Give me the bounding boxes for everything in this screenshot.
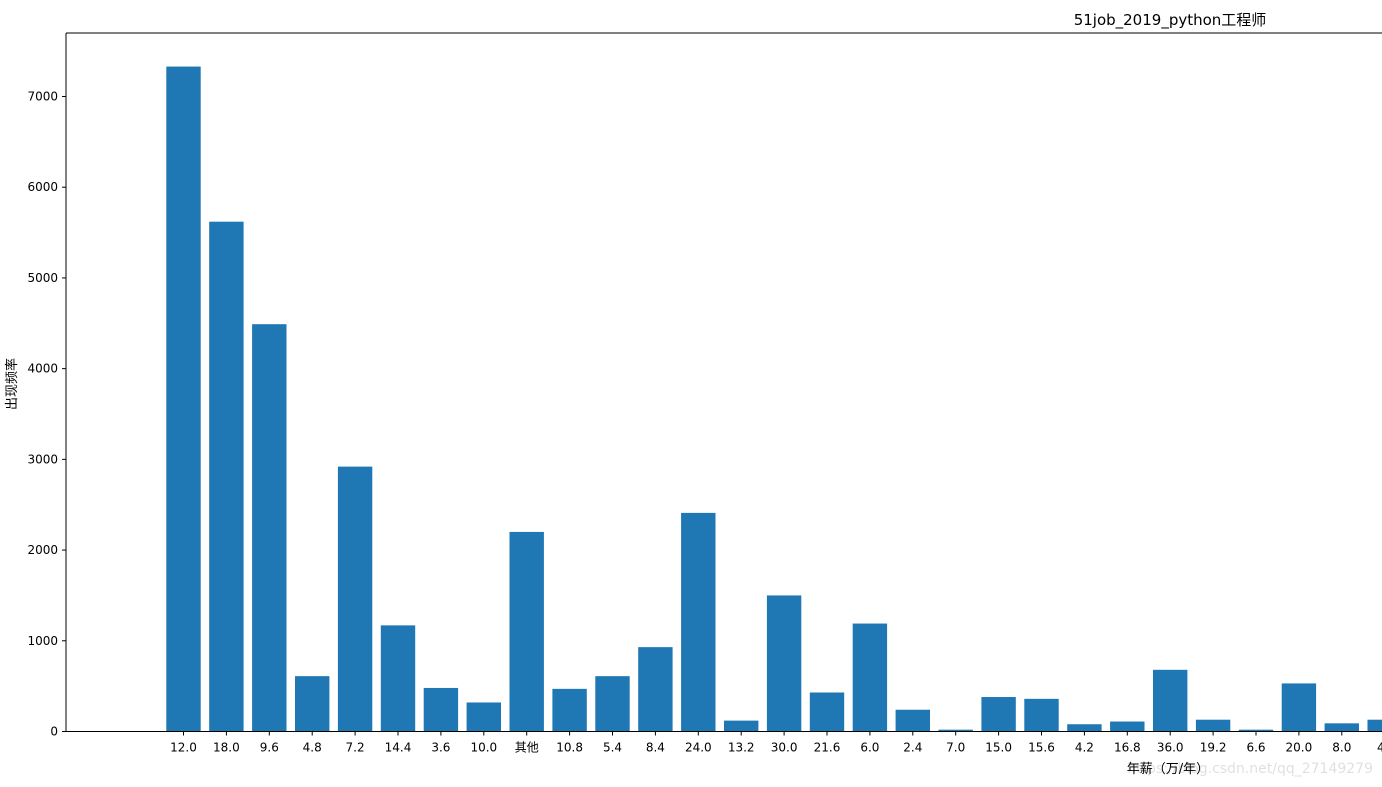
bar bbox=[1367, 719, 1382, 732]
x-tick-label: 4.2 bbox=[1075, 741, 1094, 755]
bar bbox=[423, 687, 459, 732]
x-tick-label: 10.8 bbox=[556, 741, 583, 755]
y-axis-label: 出现频率 bbox=[4, 358, 20, 410]
x-tick-label: 8.0 bbox=[1332, 741, 1351, 755]
x-axis-label: 年薪（万/年） bbox=[1127, 762, 1209, 777]
bar bbox=[1067, 724, 1102, 732]
bar bbox=[1153, 669, 1188, 732]
x-tick-label: 15.6 bbox=[1028, 741, 1055, 755]
y-axis-ticks: 0 1000 2000 3000 4000 5000 6000 7000 bbox=[27, 90, 66, 739]
bar bbox=[466, 702, 501, 732]
bar bbox=[724, 720, 759, 732]
bar bbox=[166, 66, 201, 732]
x-tick-label: 13.2 bbox=[728, 741, 755, 755]
bar bbox=[938, 729, 973, 732]
x-tick-label: 6.6 bbox=[1246, 741, 1265, 755]
x-tick-label: 8.4 bbox=[646, 741, 665, 755]
chart-title: 51job_2019_python工程师 bbox=[1074, 11, 1267, 30]
bar bbox=[852, 623, 888, 732]
x-tick-label: 21.6 bbox=[814, 741, 841, 755]
y-tick-label: 0 bbox=[50, 725, 58, 739]
x-tick-label: 2.4 bbox=[903, 741, 922, 755]
y-tick-label: 6000 bbox=[27, 180, 58, 194]
x-tick-label: 10.0 bbox=[470, 741, 497, 755]
bar bbox=[295, 676, 330, 732]
bar bbox=[209, 221, 244, 732]
x-tick-label: 其他 bbox=[515, 741, 539, 755]
bar bbox=[552, 688, 587, 732]
x-tick-label: 15.0 bbox=[985, 741, 1012, 755]
x-tick-label: 36.0 bbox=[1157, 741, 1184, 755]
x-tick-label: 16.8 bbox=[1114, 741, 1141, 755]
x-tick-label: 12.0 bbox=[170, 741, 197, 755]
y-tick-label: 1000 bbox=[27, 634, 58, 648]
bar bbox=[252, 324, 287, 732]
x-tick-label: 7.2 bbox=[346, 741, 365, 755]
bar bbox=[509, 531, 544, 732]
bar bbox=[1281, 683, 1317, 732]
x-tick-label: 6.0 bbox=[860, 741, 879, 755]
x-tick-label: 14.4 bbox=[385, 741, 412, 755]
y-tick-label: 3000 bbox=[27, 452, 58, 466]
bar bbox=[681, 512, 716, 732]
bar bbox=[895, 709, 930, 732]
bar bbox=[380, 625, 416, 732]
bar bbox=[766, 595, 802, 732]
bar bbox=[1324, 723, 1359, 732]
bar bbox=[1195, 719, 1231, 732]
bar bbox=[1110, 721, 1145, 732]
watermark: https://blog.csdn.net/qq_27149279 bbox=[1127, 761, 1373, 777]
x-tick-label: 9.6 bbox=[260, 741, 279, 755]
bar bbox=[1024, 698, 1059, 732]
y-tick-label: 2000 bbox=[27, 543, 58, 557]
y-tick-label: 7000 bbox=[27, 90, 58, 104]
x-tick-label: 24.0 bbox=[685, 741, 712, 755]
x-tick-label: 20.0 bbox=[1286, 741, 1313, 755]
x-tick-label: 4.8 bbox=[303, 741, 322, 755]
y-tick-label: 4000 bbox=[27, 362, 58, 376]
x-tick-label: 5.4 bbox=[603, 741, 622, 755]
bar bbox=[638, 647, 673, 732]
x-tick-label: 7.0 bbox=[946, 741, 965, 755]
x-tick-label: 40 bbox=[1377, 741, 1382, 755]
y-tick-label: 5000 bbox=[27, 271, 58, 285]
bar bbox=[981, 697, 1016, 732]
bar bbox=[809, 692, 845, 732]
x-axis-ticks: 12.0 18.0 9.6 4.8 7.2 14.4 3.6 10.0 其他 10.8 5.4 8.4… bbox=[170, 731, 1382, 755]
bar bbox=[1238, 729, 1274, 732]
bar bbox=[337, 466, 373, 732]
bar bbox=[595, 676, 630, 732]
x-tick-label: 18.0 bbox=[213, 741, 240, 755]
x-tick-label: 3.6 bbox=[431, 741, 450, 755]
x-tick-label: 30.0 bbox=[771, 741, 798, 755]
x-tick-label: 19.2 bbox=[1200, 741, 1227, 755]
bars bbox=[166, 66, 1382, 732]
